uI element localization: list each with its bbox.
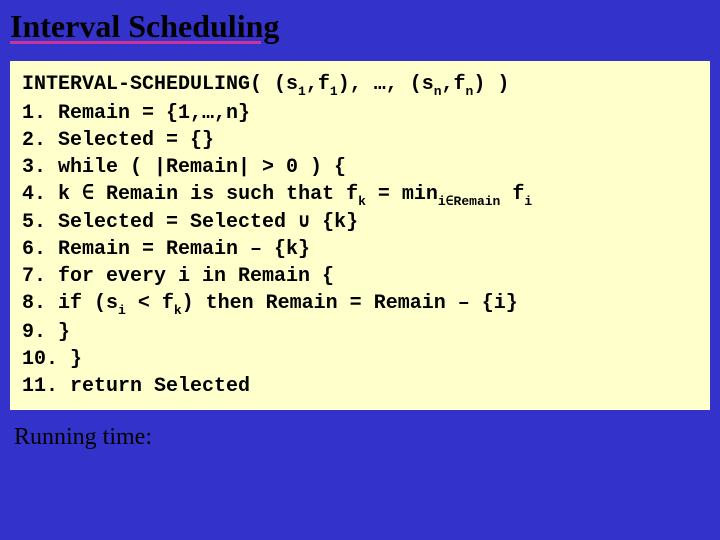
l4-subi2: i [524,194,532,209]
code-line-1: 1. Remain = {1,…,n} [22,100,698,127]
code-line-9: 9. } [22,319,698,346]
code-line-11: 11. return Selected [22,373,698,400]
l8-a: 8. if (s [22,292,118,315]
l4-c: f [500,183,524,206]
code-line-7: 7. for every i in Remain { [22,263,698,290]
footer-label: Running time: [0,418,720,457]
l8-subk: k [174,303,182,318]
l4-a: 4. k ∈ Remain is such that f [22,183,358,206]
hdr-b: ,f [306,73,330,96]
hdr-subnb: n [466,84,474,99]
page-title: Interval Scheduling [0,0,720,47]
hdr-sub1a: 1 [298,84,306,99]
code-line-header: INTERVAL-SCHEDULING( (s1,f1), …, (sn,fn)… [22,71,698,100]
hdr-e: ) ) [473,73,509,96]
code-line-4: 4. k ∈ Remain is such that fk = mini∈Rem… [22,181,698,210]
code-line-10: 10. } [22,346,698,373]
l4-b: = min [366,183,438,206]
l4-subi: i∈Remain [438,194,500,209]
algorithm-code-box: INTERVAL-SCHEDULING( (s1,f1), …, (sn,fn)… [10,61,710,410]
hdr-c: ), …, (s [338,73,434,96]
l4-subk: k [358,194,366,209]
l8-b: < f [126,292,174,315]
hdr-subna: n [434,84,442,99]
hdr-d: ,f [442,73,466,96]
code-line-6: 6. Remain = Remain – {k} [22,236,698,263]
code-line-5: 5. Selected = Selected ∪ {k} [22,209,698,236]
code-line-2: 2. Selected = {} [22,127,698,154]
hdr-sub1b: 1 [330,84,338,99]
code-line-8: 8. if (si < fk) then Remain = Remain – {… [22,290,698,319]
l8-c: ) then Remain = Remain – {i} [182,292,518,315]
l8-subi: i [118,303,126,318]
code-line-3: 3. while ( |Remain| > 0 ) { [22,154,698,181]
hdr-a: INTERVAL-SCHEDULING( (s [22,73,298,96]
